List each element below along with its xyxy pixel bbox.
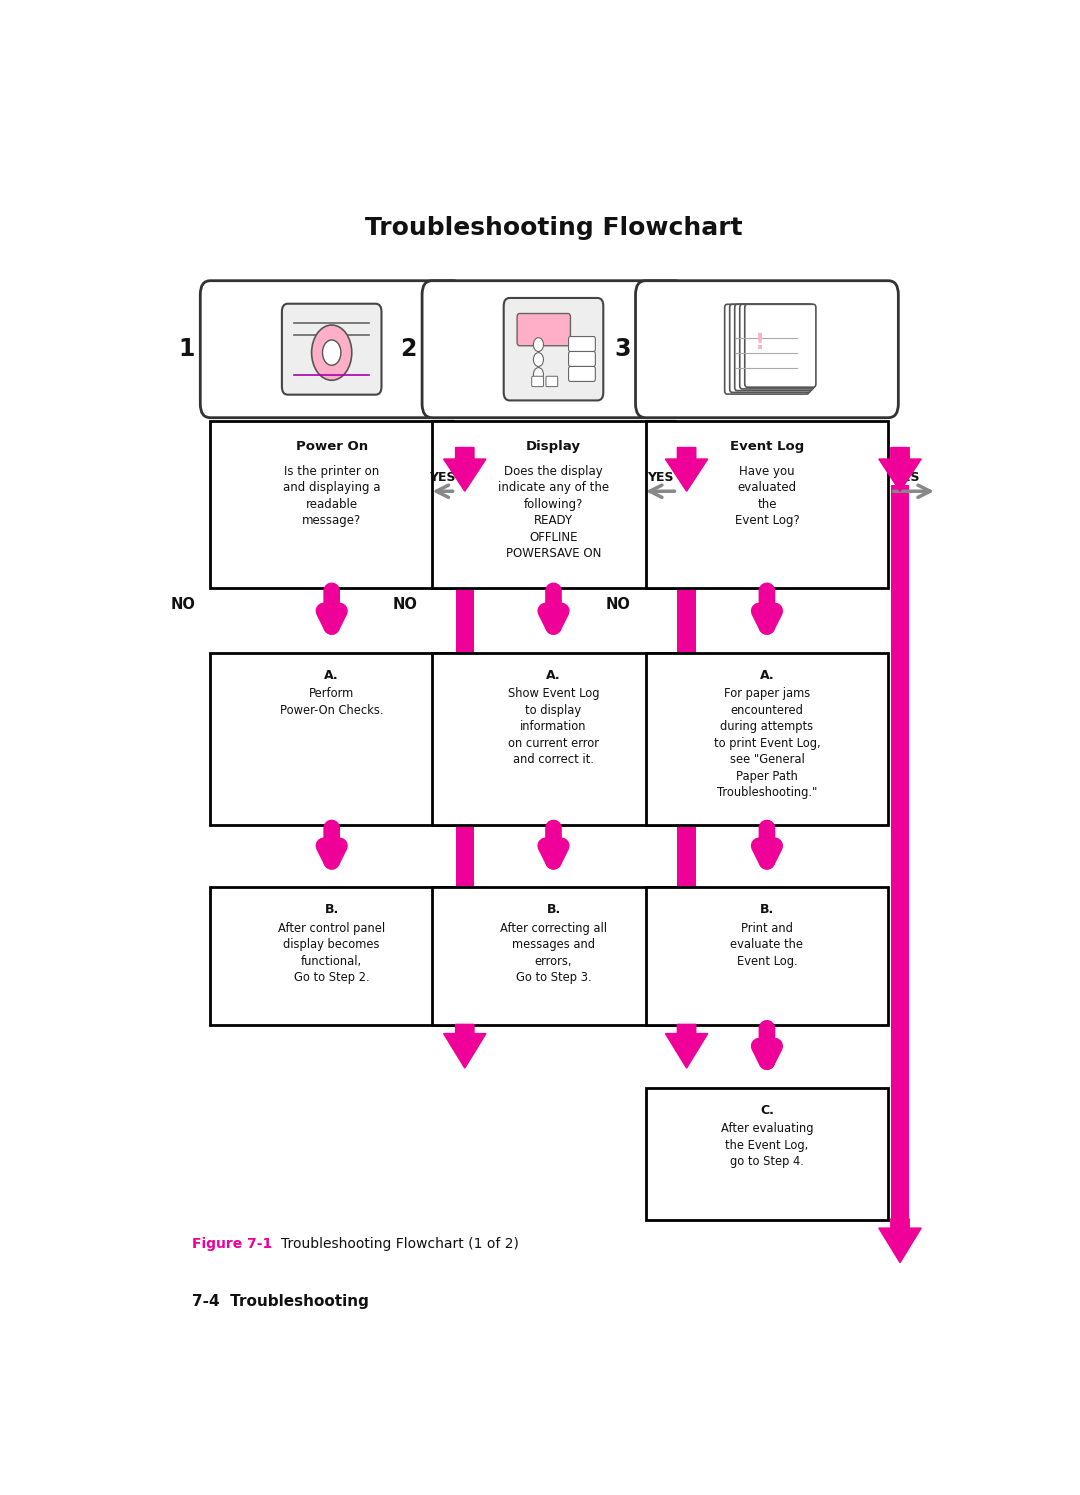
Bar bbox=[432, 888, 675, 1026]
Text: YES: YES bbox=[647, 471, 674, 484]
Text: Is the printer on
and displaying a
readable
message?: Is the printer on and displaying a reada… bbox=[283, 465, 380, 528]
Circle shape bbox=[534, 338, 543, 351]
FancyArrow shape bbox=[879, 1218, 921, 1263]
Text: B.: B. bbox=[760, 903, 774, 916]
Text: NO: NO bbox=[171, 597, 195, 611]
Bar bbox=[432, 652, 675, 825]
Text: For paper jams
encountered
during attempts
to print Event Log,
see "General
Pape: For paper jams encountered during attemp… bbox=[714, 688, 820, 798]
Bar bbox=[432, 422, 675, 588]
FancyBboxPatch shape bbox=[740, 305, 814, 389]
Bar bbox=[646, 1088, 888, 1220]
Text: Perform
Power-On Checks.: Perform Power-On Checks. bbox=[280, 688, 383, 716]
Text: 3: 3 bbox=[613, 338, 631, 362]
Bar bbox=[646, 652, 888, 825]
Text: After control panel
display becomes
functional,
Go to Step 2.: After control panel display becomes func… bbox=[279, 922, 386, 984]
Text: After correcting all
messages and
errors,
Go to Step 3.: After correcting all messages and errors… bbox=[500, 922, 607, 984]
FancyArrow shape bbox=[444, 447, 486, 492]
FancyBboxPatch shape bbox=[503, 298, 604, 401]
FancyBboxPatch shape bbox=[734, 305, 812, 390]
Bar bbox=[677, 486, 696, 1026]
Text: 7-4  Troubleshooting: 7-4 Troubleshooting bbox=[192, 1295, 368, 1310]
FancyArrow shape bbox=[665, 1024, 707, 1067]
Bar bbox=[211, 422, 454, 588]
FancyArrow shape bbox=[665, 447, 707, 492]
Text: NO: NO bbox=[392, 597, 417, 611]
Bar bbox=[211, 888, 454, 1026]
Bar bbox=[891, 486, 909, 1220]
FancyBboxPatch shape bbox=[730, 305, 811, 392]
FancyBboxPatch shape bbox=[517, 314, 570, 345]
Circle shape bbox=[323, 339, 341, 365]
FancyBboxPatch shape bbox=[635, 281, 899, 417]
Text: After evaluating
the Event Log,
go to Step 4.: After evaluating the Event Log, go to St… bbox=[720, 1123, 813, 1168]
Text: YES: YES bbox=[430, 471, 456, 484]
FancyBboxPatch shape bbox=[422, 281, 685, 417]
Text: A.: A. bbox=[759, 668, 774, 682]
Bar bbox=[646, 422, 888, 588]
Bar bbox=[456, 486, 474, 1026]
Text: Have you
evaluated
the
Event Log?: Have you evaluated the Event Log? bbox=[734, 465, 799, 528]
Text: Show Event Log
to display
information
on current error
and correct it.: Show Event Log to display information on… bbox=[508, 688, 599, 765]
Text: Event Log: Event Log bbox=[730, 440, 804, 453]
FancyArrow shape bbox=[879, 447, 921, 492]
Text: B.: B. bbox=[546, 903, 561, 916]
Bar bbox=[646, 888, 888, 1026]
Text: A.: A. bbox=[546, 668, 561, 682]
FancyBboxPatch shape bbox=[200, 281, 463, 417]
FancyBboxPatch shape bbox=[725, 305, 809, 395]
Text: Display: Display bbox=[526, 440, 581, 453]
FancyBboxPatch shape bbox=[531, 377, 543, 387]
Text: B.: B. bbox=[325, 903, 339, 916]
Text: 2: 2 bbox=[401, 338, 417, 362]
Circle shape bbox=[312, 324, 352, 380]
Text: 1: 1 bbox=[178, 338, 195, 362]
FancyArrow shape bbox=[444, 1024, 486, 1067]
Text: Troubleshooting Flowchart: Troubleshooting Flowchart bbox=[365, 215, 742, 239]
Text: Figure 7-1: Figure 7-1 bbox=[192, 1238, 272, 1251]
Bar bbox=[211, 652, 454, 825]
Text: C.: C. bbox=[760, 1103, 774, 1117]
Circle shape bbox=[534, 368, 543, 381]
FancyBboxPatch shape bbox=[546, 377, 557, 387]
FancyBboxPatch shape bbox=[282, 303, 381, 395]
Text: A.: A. bbox=[324, 668, 339, 682]
FancyBboxPatch shape bbox=[568, 351, 595, 366]
Circle shape bbox=[534, 353, 543, 366]
Text: Does the display
indicate any of the
following?
READY
OFFLINE
POWERSAVE ON: Does the display indicate any of the fol… bbox=[498, 465, 609, 561]
Text: Print and
evaluate the
Event Log.: Print and evaluate the Event Log. bbox=[730, 922, 804, 967]
Text: Troubleshooting Flowchart (1 of 2): Troubleshooting Flowchart (1 of 2) bbox=[282, 1238, 519, 1251]
Text: !: ! bbox=[755, 333, 766, 353]
Text: YES: YES bbox=[893, 471, 920, 484]
FancyBboxPatch shape bbox=[568, 336, 595, 351]
FancyBboxPatch shape bbox=[568, 366, 595, 381]
Text: NO: NO bbox=[606, 597, 631, 611]
FancyBboxPatch shape bbox=[745, 305, 815, 387]
Text: Power On: Power On bbox=[296, 440, 368, 453]
